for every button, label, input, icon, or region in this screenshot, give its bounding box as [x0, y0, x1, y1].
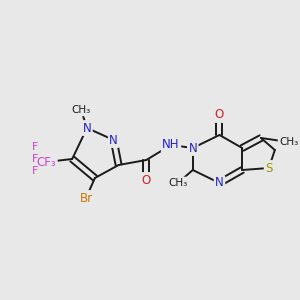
Text: N: N	[109, 134, 118, 146]
Text: F: F	[32, 142, 38, 152]
Text: F: F	[32, 166, 38, 176]
Text: CF₃: CF₃	[37, 155, 56, 169]
Text: O: O	[215, 109, 224, 122]
Text: O: O	[142, 173, 151, 187]
Text: CH₃: CH₃	[71, 105, 91, 115]
Text: F: F	[32, 154, 38, 164]
Text: Br: Br	[80, 191, 93, 205]
Text: N: N	[215, 176, 224, 190]
Text: CH₃: CH₃	[168, 178, 188, 188]
Text: NH: NH	[162, 139, 180, 152]
Text: N: N	[188, 142, 197, 154]
Text: S: S	[265, 161, 273, 175]
Text: N: N	[82, 122, 91, 134]
Text: CH₃: CH₃	[279, 137, 298, 147]
